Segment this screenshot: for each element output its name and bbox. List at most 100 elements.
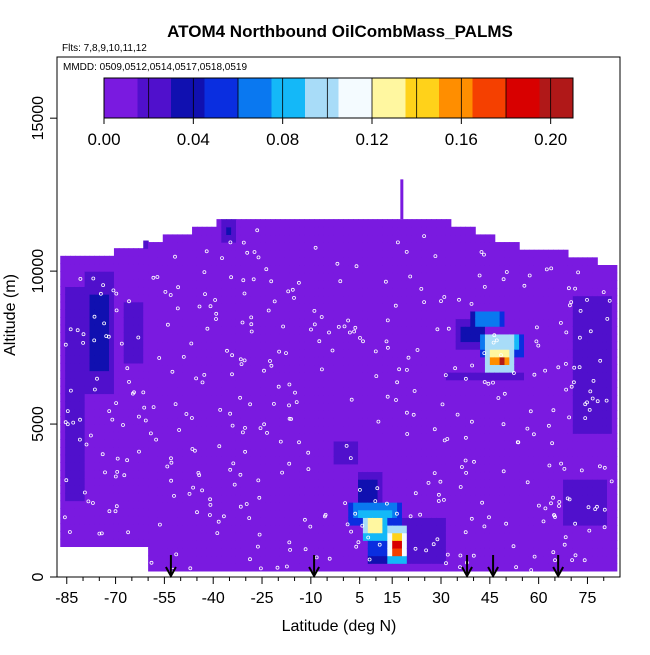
heatmap-cell [65,255,71,265]
heatmap-cell [377,471,384,480]
heatmap-cell [602,410,608,419]
heatmap-cell [299,502,305,511]
heatmap-cell [250,563,257,572]
heatmap-cell [401,310,408,320]
heatmap-cell [372,402,379,411]
heatmap-cell [426,471,432,480]
heatmap-cell [177,356,183,366]
heatmap-cell [84,477,91,486]
heatmap-cell [309,425,315,434]
heatmap-cell [231,341,237,350]
heatmap-cell [299,333,305,343]
heatmap-cell [416,517,423,526]
heatmap-cell [372,372,379,381]
heatmap-cell [367,341,374,350]
heatmap-cell [377,349,384,358]
heatmap-cell [275,333,281,343]
heatmap-cell [167,456,174,465]
heatmap-cell [113,378,120,387]
heatmap-cell [406,540,413,549]
heatmap-cell [299,525,305,534]
heatmap-cell [123,401,130,410]
heatmap-cell [284,410,291,419]
heatmap-cell [406,280,413,289]
heatmap-cell [499,463,506,473]
heatmap-cell [362,440,369,450]
heatmap-cell [460,349,467,358]
heatmap-cell [431,532,437,541]
heatmap-cell [587,563,593,572]
heatmap-cell [543,379,549,388]
heatmap-cell [65,401,71,410]
heatmap-cell [436,417,442,427]
heatmap-cell [519,525,525,534]
heatmap-cell [192,257,198,266]
heatmap-cell [538,265,545,274]
heatmap-cell [177,547,183,557]
heatmap-cell [323,502,330,511]
heatmap-cell [577,417,584,427]
heatmap-cell [377,272,384,281]
heatmap-cell [372,417,379,427]
heatmap-cell [582,463,589,473]
heatmap-cell [382,379,388,388]
heatmap-cell [70,500,76,509]
sample-point [157,356,162,360]
heatmap-cell [128,485,135,494]
heatmap-cell [216,555,222,564]
heatmap-cell [201,349,208,358]
heatmap-cell [421,410,427,419]
heatmap-cell [382,440,388,450]
heatmap-cell [558,303,564,312]
heatmap-cell [450,494,457,503]
heatmap-cell [60,531,66,540]
heatmap-cell [611,417,618,427]
heatmap-cell [260,517,266,526]
heatmap-cell [348,486,354,496]
heatmap-cell [372,265,379,274]
heatmap-cell [538,310,545,320]
heatmap-cell [611,532,618,541]
heatmap-cell [421,287,427,297]
heatmap-cell [187,486,193,496]
heatmap-cell [470,257,476,266]
heatmap-cell [441,517,447,526]
heatmap-cell [387,379,393,388]
heatmap-cell [372,364,379,373]
heatmap-cell [84,309,91,318]
heatmap-cell [553,547,559,557]
heatmap-cell [84,523,91,532]
heatmap-cell [123,515,130,525]
heatmap-cell [572,509,579,518]
heatmap-cell [328,333,335,343]
heatmap-cell [299,318,305,327]
heatmap-cell [597,318,603,327]
heatmap-cell [284,295,291,304]
heatmap-cell [187,410,193,419]
heatmap-cell [240,494,247,503]
heatmap-cell [460,395,467,404]
heatmap-cell [255,349,261,358]
heatmap-cell [519,486,525,496]
flights-note: Flts: 7,8,9,10,11,12 [62,43,147,54]
heatmap-cell [602,532,608,541]
heatmap-cell [323,249,330,258]
heatmap-cell [138,477,144,486]
heatmap-cell [304,287,310,297]
heatmap-cell [567,563,574,572]
heatmap-cell [358,326,364,335]
heatmap-cell [528,425,535,434]
heatmap-cell [153,440,159,450]
heatmap-cell [216,295,222,304]
heatmap-cell [167,517,174,526]
heatmap-cell [441,287,447,297]
heatmap-cell [553,295,559,304]
heatmap-cell [309,563,315,572]
heatmap-cell [270,287,276,297]
heatmap-cell [250,486,257,496]
heatmap-cell [519,563,525,572]
heatmap-cell [182,379,188,388]
heatmap-cell [382,417,388,427]
heatmap-cell [294,341,301,350]
heatmap-cell [582,425,589,434]
